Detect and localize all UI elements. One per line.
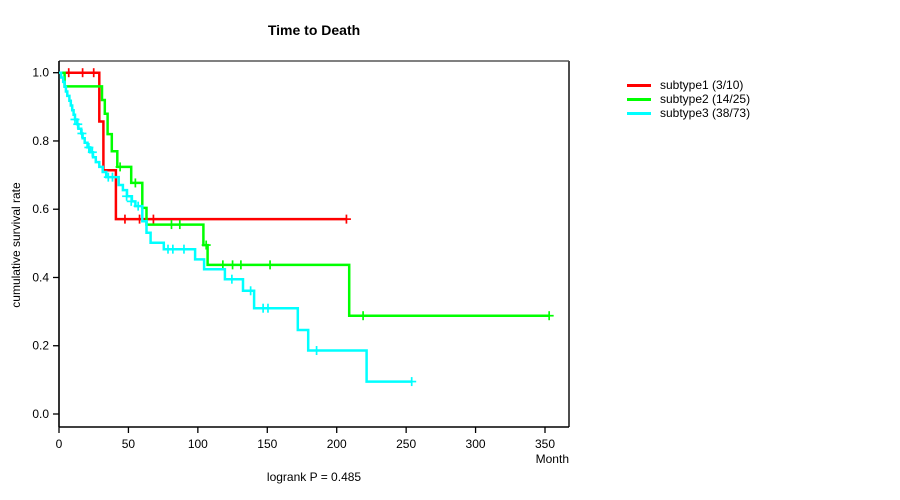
- y-tick-label: 0.4: [32, 270, 49, 284]
- legend-label: subtype2 (14/25): [660, 92, 751, 106]
- y-tick-label: 1.0: [32, 66, 49, 80]
- x-axis-label: Month: [535, 452, 569, 466]
- legend-label: subtype1 (3/10): [660, 78, 744, 92]
- legend-item-subtype2: subtype2 (14/25): [627, 92, 750, 106]
- x-tick-label: 50: [122, 437, 136, 451]
- y-tick-label: 0.6: [32, 202, 49, 216]
- y-tick-label: 0.2: [32, 339, 49, 353]
- x-tick-label: 100: [188, 437, 208, 451]
- legend-item-subtype3: subtype3 (38/73): [627, 106, 750, 120]
- x-tick-label: 200: [327, 437, 347, 451]
- y-tick-label: 0.8: [32, 134, 49, 148]
- legend-line-red: [627, 83, 651, 87]
- km-curve-subtype2: [59, 71, 550, 317]
- legend: subtype1 (3/10) subtype2 (14/25) subtype…: [627, 78, 750, 120]
- chart-title: Time to Death: [267, 22, 361, 38]
- x-tick-label: 150: [257, 437, 277, 451]
- km-curve-subtype3: [59, 71, 412, 383]
- y-axis-label: cumulative survival rate: [9, 182, 23, 308]
- y-tick-label: 0.0: [32, 407, 49, 421]
- legend-line-green: [627, 97, 651, 101]
- km-curve-subtype1: [59, 71, 347, 221]
- legend-label: subtype3 (38/73): [660, 106, 751, 120]
- logrank-annotation: logrank P = 0.485: [266, 470, 362, 484]
- x-tick-label: 0: [56, 437, 63, 451]
- x-tick-label: 250: [396, 437, 416, 451]
- x-tick-label: 350: [535, 437, 555, 451]
- legend-line-cyan: [627, 111, 651, 115]
- x-tick-label: 300: [466, 437, 486, 451]
- legend-item-subtype1: subtype1 (3/10): [627, 78, 750, 92]
